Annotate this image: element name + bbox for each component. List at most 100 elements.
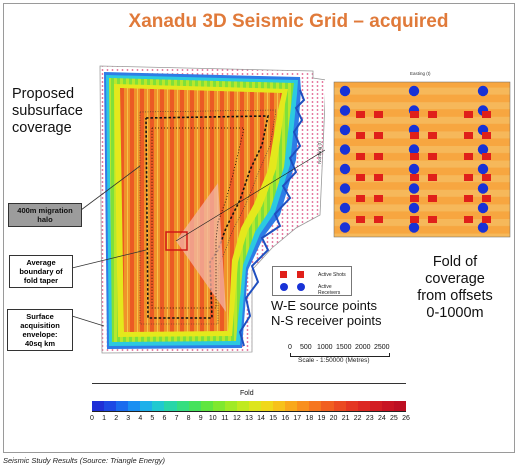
shot-point [428, 216, 437, 223]
receiver-point [339, 85, 351, 97]
colorbar-swatch [357, 401, 370, 411]
colorbar-swatch [273, 401, 286, 411]
receiver-point [339, 202, 351, 214]
shot-point [356, 216, 365, 223]
colorbar-tick-label: 0 [90, 415, 94, 422]
shot-point [428, 195, 437, 202]
receiver-point [339, 105, 351, 116]
legend-shots-label: Active Shots [318, 272, 346, 278]
colorbar-tick-label: 21 [341, 415, 350, 422]
colorbar-swatch [188, 401, 201, 411]
receiver-point [477, 163, 489, 175]
colorbar-tick-label: 19 [317, 415, 326, 422]
colorbar-swatch [224, 401, 237, 411]
colorbar-tick-label: 26 [402, 415, 410, 422]
colorbar-swatch [333, 401, 346, 411]
scale-ticks: 0 500 1000 1500 2000 2500 [288, 344, 390, 351]
colorbar-swatch [104, 401, 117, 411]
shot-point [482, 153, 491, 160]
legend-receivers-label: Active Receivers [318, 284, 341, 296]
shot-point [410, 111, 419, 118]
colorbar-title: Fold [240, 390, 254, 397]
shot-point [374, 216, 383, 223]
colorbar-swatch [164, 401, 177, 411]
colorbar-tick-label: 4 [138, 415, 143, 422]
shot-point [410, 216, 419, 223]
halo-leader [80, 165, 141, 211]
receiver-point [408, 144, 420, 155]
inset-legend: Active Shots Active Receivers [272, 266, 352, 296]
colorbar-swatch [285, 401, 298, 411]
east-edge [238, 89, 306, 347]
colorbar-tick-label: 23 [365, 415, 374, 422]
active-receivers-icon [297, 283, 305, 291]
colorbar-swatch [200, 401, 213, 411]
receiver-point [408, 202, 420, 214]
receiver-point [339, 222, 351, 233]
receiver-point [339, 163, 351, 175]
colorbar-tick-label: 13 [245, 415, 253, 422]
shot-point [428, 153, 437, 160]
colorbar-tick-label: 8 [186, 415, 191, 422]
shot-point [374, 195, 383, 202]
receiver-point [477, 85, 489, 97]
colorbar-swatch [345, 401, 358, 411]
inset-map [325, 70, 514, 243]
colorbar-tick-label: 7 [174, 415, 179, 422]
colorbar-tick-label: 3 [126, 415, 131, 422]
shot-point [464, 195, 473, 202]
migration-halo-callout: 400m migration halo [8, 203, 82, 227]
shot-point [356, 111, 365, 118]
colorbar-tick-label: 16 [281, 415, 290, 422]
colorbar-swatch [236, 401, 250, 411]
zoom-triangle [176, 183, 226, 312]
shot-point [356, 132, 365, 139]
colorbar-tick-label: 25 [390, 415, 398, 422]
shot-point [464, 174, 473, 181]
receiver-point [477, 183, 489, 194]
inset-side-axis-title: Northing (t) [316, 141, 322, 164]
shot-point [356, 174, 365, 181]
shot-point [482, 111, 491, 118]
colorbar-swatch [92, 401, 105, 411]
colorbar-swatch [176, 401, 189, 411]
frame-divider [92, 383, 406, 384]
receiver-point [339, 183, 351, 194]
inset-axis-title: Easting (t) [410, 71, 431, 76]
colorbar-tick-label: 18 [305, 415, 314, 422]
shot-point [482, 132, 491, 139]
source-receiver-label: W-E source points N-S receiver points [271, 298, 382, 328]
colorbar-tick-label: 17 [293, 415, 302, 422]
shot-point [482, 195, 491, 202]
receiver-point [408, 163, 420, 175]
shot-point [464, 111, 473, 118]
scale-bar: 0 500 1000 1500 2000 2500 Scale - 1:5000… [288, 344, 390, 364]
boundary-leader [71, 249, 147, 269]
shot-point [428, 111, 437, 118]
active-shots-icon [297, 271, 304, 278]
colorbar-swatch [128, 401, 141, 411]
shot-point [374, 174, 383, 181]
page-title: Xanadu 3D Seismic Grid – acquired [128, 11, 449, 32]
colorbar-swatch [152, 401, 165, 411]
colorbar-tick-label: 20 [329, 415, 338, 422]
receiver-point [477, 202, 489, 214]
shot-point [410, 132, 419, 139]
colorbar-tick-label: 11 [221, 415, 229, 422]
active-shots-icon [280, 271, 287, 278]
colorbar-tick-label: 12 [233, 415, 241, 422]
receiver-point [408, 183, 420, 194]
colorbar-tick-label: 6 [162, 415, 167, 422]
shot-point [410, 195, 419, 202]
migration-halo [139, 109, 277, 325]
shot-point [374, 111, 383, 118]
shot-point [464, 216, 473, 223]
colorbar-tick-label: 1 [102, 415, 107, 422]
colorbar-tick-label: 2 [114, 415, 119, 422]
shot-point [428, 174, 437, 181]
proposed-coverage [151, 127, 245, 309]
colorbar-swatch [212, 401, 225, 411]
receiver-point [477, 222, 489, 233]
colorbar-tick-label: 14 [257, 415, 265, 422]
